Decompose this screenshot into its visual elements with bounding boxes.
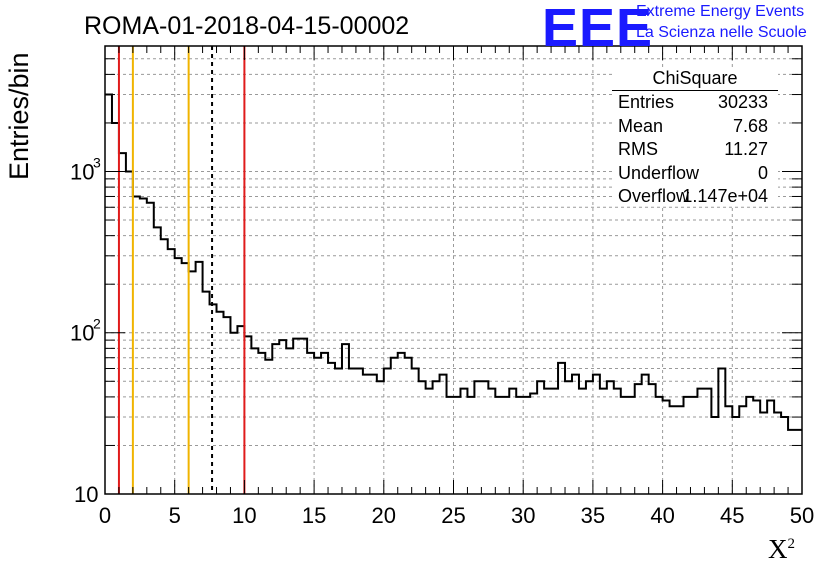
y-tick-label: 10: [70, 321, 94, 346]
stats-value: 1.147e+04: [682, 186, 768, 206]
stats-value: 11.27: [724, 139, 768, 159]
x-tick-label: 35: [581, 503, 605, 528]
stats-key: Entries: [618, 92, 675, 112]
axis-ticks: [104, 45, 803, 495]
plot-title: ROMA-01-2018-04-15-00002: [84, 12, 410, 40]
x-tick-label: 20: [372, 503, 396, 528]
x-tick-label: 5: [169, 503, 181, 528]
stats-row: Mean 7.68: [612, 115, 778, 139]
x-tick-label: 10: [232, 503, 256, 528]
x-tick-label: 0: [99, 503, 111, 528]
stats-value: 7.68: [732, 115, 768, 136]
x-tick-label: 30: [511, 503, 535, 528]
y-tick-label: 10: [74, 482, 98, 507]
y-axis-label: Entries/bin: [4, 52, 34, 180]
logo-subtitle-2: La Scienza nelle Scuole: [636, 24, 807, 41]
x-tick-label: 15: [302, 503, 326, 528]
eee-logo: EEE: [542, 0, 654, 58]
stats-row: Entries 30233: [612, 91, 778, 115]
histogram-series: [105, 93, 802, 431]
x-tick-label: 45: [720, 503, 744, 528]
y-tick-exponent: 3: [93, 154, 101, 170]
stats-value: 30233: [717, 92, 768, 112]
y-tick-label: 10: [70, 159, 94, 184]
x-tick-label: 40: [650, 503, 674, 528]
grid-layer: [105, 46, 802, 494]
reference-lines: [117, 46, 246, 494]
stats-key: Overflow: [618, 186, 690, 206]
stats-key: Mean: [618, 115, 664, 136]
stats-key: Underflow: [618, 162, 700, 183]
stats-row: Underflow 0: [612, 162, 778, 186]
stats-title: ChiSquare: [612, 68, 778, 91]
stats-row: Overflow 1.147e+04: [612, 185, 778, 209]
x-axis-label: X2: [768, 534, 795, 564]
logo-subtitle-1: Extreme Energy Events: [636, 3, 805, 20]
stats-box: ChiSquare Entries 30233 Mean 7.68 RMS 11…: [612, 68, 778, 206]
stats-row: RMS 11.27: [612, 138, 778, 162]
stats-key: RMS: [618, 139, 658, 159]
y-tick-exponent: 2: [93, 316, 101, 332]
x-tick-label: 25: [441, 503, 465, 528]
x-tick-label: 50: [790, 503, 814, 528]
stats-value: 0: [757, 162, 768, 183]
